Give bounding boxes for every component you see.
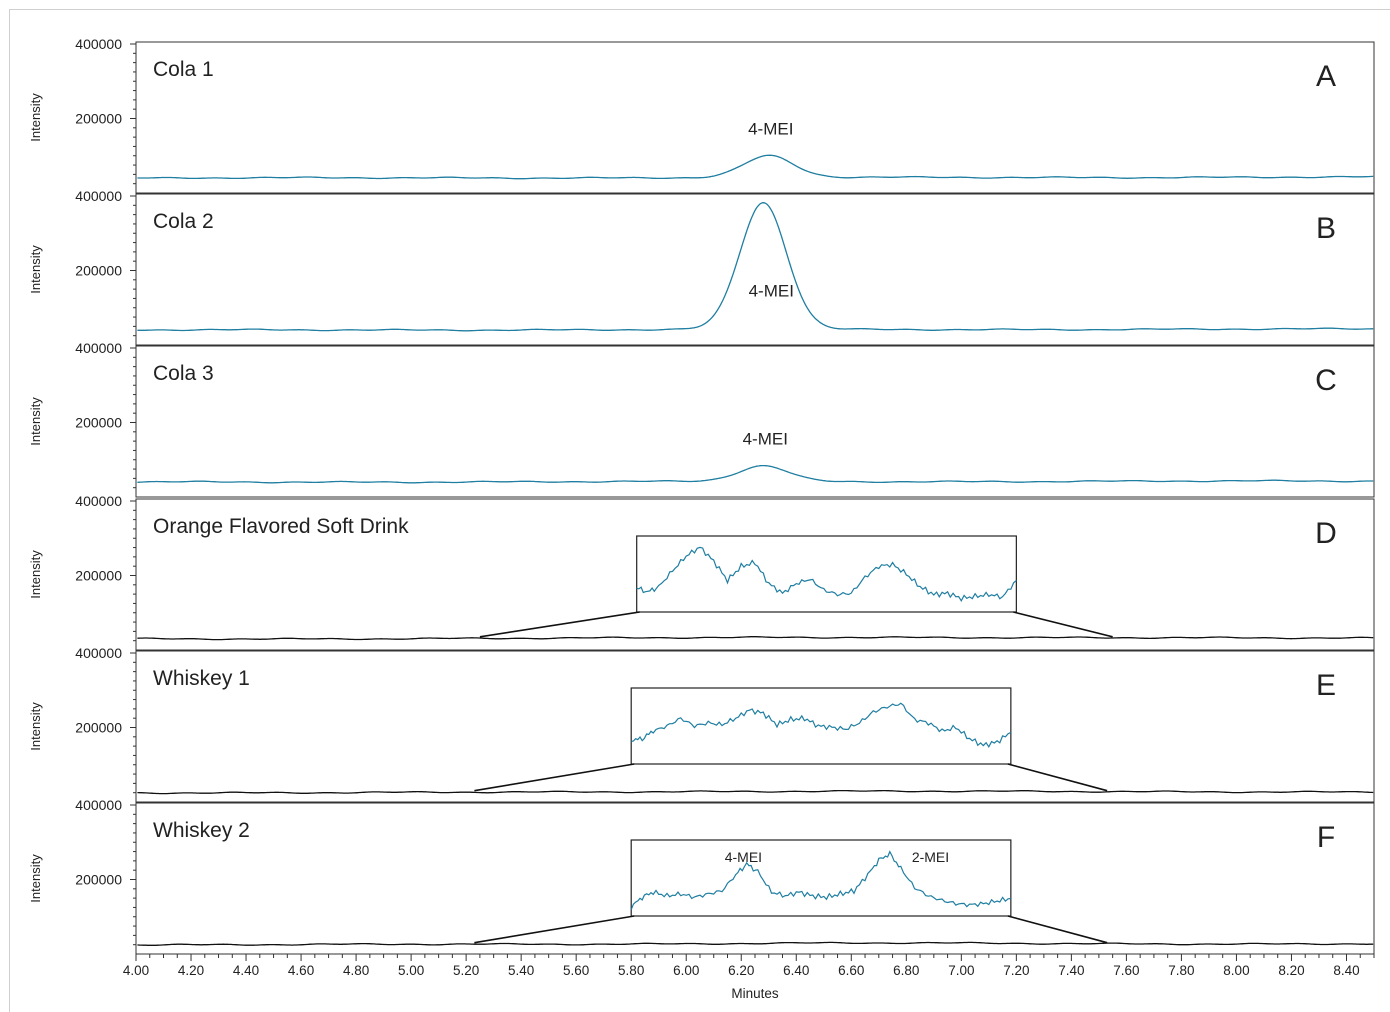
- panel-title: Orange Flavored Soft Drink: [153, 515, 409, 538]
- panel-letter: F: [1317, 821, 1335, 854]
- panel-title: Cola 2: [153, 210, 214, 233]
- panel-title: Cola 1: [153, 58, 214, 81]
- x-tick-label: 5.00: [398, 963, 424, 978]
- y-tick-label: 200000: [75, 263, 122, 279]
- inset-connector-left: [474, 915, 635, 944]
- x-tick-label: 6.60: [838, 963, 864, 978]
- x-tick-label: 5.60: [563, 963, 589, 978]
- y-axis-label: Intensity: [28, 245, 43, 294]
- panel-frame: [135, 41, 1375, 194]
- x-tick-label: 7.60: [1113, 963, 1139, 978]
- x-tick-label: 4.00: [123, 963, 149, 978]
- chromatogram-trace: [137, 941, 1374, 946]
- x-tick-label: 8.40: [1333, 963, 1359, 978]
- inset-connector-left: [479, 611, 640, 638]
- inset-peak-label: 4-MEI: [725, 849, 762, 865]
- panel-letter: C: [1315, 364, 1337, 397]
- panel-b: 400000 200000 Intensity Cola 2 B 4-MEI: [28, 188, 1375, 346]
- chromatogram-trace: [137, 636, 1374, 641]
- y-tick-label: 200000: [75, 415, 122, 431]
- x-tick-label: 5.40: [508, 963, 534, 978]
- chromatogram-trace: [137, 789, 1374, 795]
- inset-connector-right: [1007, 763, 1108, 792]
- x-tick-label: 7.20: [1003, 963, 1029, 978]
- y-tick-label: 400000: [75, 340, 122, 356]
- inset-trace: [636, 546, 1017, 603]
- inset-box: [636, 535, 1017, 613]
- panel-a: 400000 200000 Intensity Cola 1 A 4-MEI: [28, 36, 1375, 194]
- panel-frame: [135, 193, 1375, 346]
- y-axis-label: Intensity: [28, 93, 43, 142]
- x-tick-label: 6.80: [893, 963, 919, 978]
- peak-label: 4-MEI: [743, 429, 788, 448]
- y-tick-label: 400000: [75, 493, 122, 509]
- panel-f: 400000 200000 Intensity Whiskey 2 F 4-MEI 2-ME…: [28, 797, 1375, 955]
- y-tick-label: 400000: [75, 797, 122, 813]
- x-tick-label: 4.60: [288, 963, 314, 978]
- panel-letter: B: [1316, 212, 1336, 245]
- y-tick-label: 400000: [75, 645, 122, 661]
- x-tick-label: 8.20: [1278, 963, 1304, 978]
- y-axis-label: Intensity: [28, 550, 43, 599]
- inset-peak-label: 2-MEI: [912, 849, 949, 865]
- panel-title: Cola 3: [153, 362, 214, 385]
- peak-label: 4-MEI: [749, 281, 794, 300]
- x-tick-label: 4.80: [343, 963, 369, 978]
- x-tick-label: 6.00: [673, 963, 699, 978]
- y-axis-label: Intensity: [28, 702, 43, 751]
- x-tick-label: 7.80: [1168, 963, 1194, 978]
- y-axis-label: Intensity: [28, 397, 43, 446]
- panel-letter: D: [1315, 517, 1337, 550]
- panel-frame: [135, 345, 1375, 498]
- inset-connector-left: [474, 763, 635, 792]
- inset-connector-right: [1007, 915, 1108, 944]
- panel-c: 400000 200000 Intensity Cola 3 C 4-MEI: [28, 340, 1375, 498]
- x-tick-label: 6.40: [783, 963, 809, 978]
- x-tick-label: 4.20: [178, 963, 204, 978]
- x-tick-label: 5.80: [618, 963, 644, 978]
- inset-connector-right: [1013, 611, 1113, 638]
- y-tick-label: 200000: [75, 568, 122, 584]
- panel-letter: E: [1316, 669, 1336, 702]
- y-tick-label: 200000: [75, 720, 122, 736]
- x-tick-label: 6.20: [728, 963, 754, 978]
- panel-letter: A: [1316, 60, 1336, 93]
- y-tick-label: 200000: [75, 111, 122, 127]
- y-tick-label: 400000: [75, 36, 122, 52]
- inset-box: [630, 839, 1012, 917]
- y-axis-label: Intensity: [28, 854, 43, 903]
- y-tick-label: 200000: [75, 872, 122, 888]
- x-axis-label: Minutes: [731, 986, 779, 1001]
- inset-trace: [630, 850, 1011, 910]
- chromatogram-trace: [137, 154, 1374, 180]
- panel-title: Whiskey 2: [153, 819, 250, 842]
- panel-frame: [135, 498, 1375, 651]
- x-tick-label: 5.20: [453, 963, 479, 978]
- panel-e: 400000 200000 Intensity Whiskey 1 E: [28, 645, 1375, 803]
- chromatogram-trace: [137, 202, 1374, 332]
- y-tick-label: 400000: [75, 188, 122, 204]
- inset-trace: [631, 702, 1012, 748]
- x-tick-label: 7.00: [948, 963, 974, 978]
- x-tick-label: 7.40: [1058, 963, 1084, 978]
- chromatogram-trace: [137, 464, 1374, 484]
- panel-title: Whiskey 1: [153, 667, 250, 690]
- x-tick-label: 8.00: [1223, 963, 1249, 978]
- x-tick-label: 4.40: [233, 963, 259, 978]
- panel-d: 400000 200000 Intensity Orange Flavored Sof…: [28, 493, 1375, 651]
- figure-frame: [9, 9, 1390, 1012]
- peak-label: 4-MEI: [748, 119, 793, 138]
- panel-frame: [135, 650, 1375, 803]
